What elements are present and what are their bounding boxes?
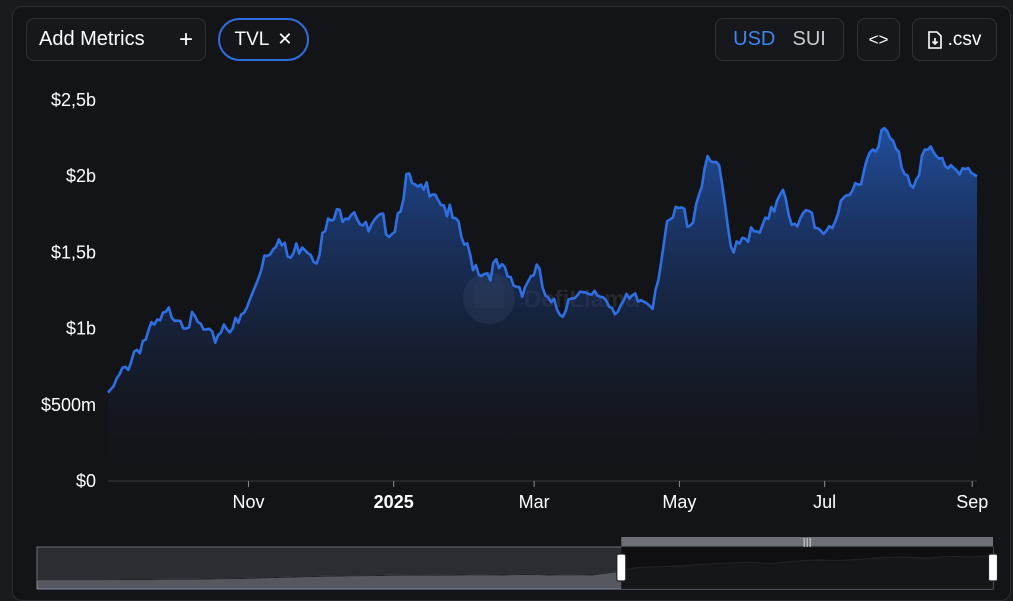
overview-selection[interactable]	[621, 547, 993, 589]
download-csv-button[interactable]: .csv	[912, 18, 997, 61]
x-tick-label: Nov	[232, 492, 264, 512]
tvl-line	[107, 126, 978, 394]
tvl-metric-chip[interactable]: TVL ✕	[218, 18, 309, 61]
y-tick-label: $1,5b	[51, 242, 96, 262]
x-tick-label: Sep	[956, 492, 988, 512]
add-metrics-label: Add Metrics	[39, 28, 145, 50]
x-axis: Nov 2025 Mar May Jul Sep	[108, 480, 988, 512]
currency-sui-option[interactable]: SUI	[792, 28, 826, 50]
overview-line	[37, 555, 994, 581]
close-icon[interactable]: ✕	[277, 29, 293, 49]
range-selector[interactable]: |||	[36, 537, 999, 590]
tvl-area	[108, 128, 977, 481]
y-tick-label: $500m	[41, 395, 96, 415]
tvl-chip-label: TVL	[234, 28, 270, 50]
x-tick-label: 2025	[374, 492, 414, 512]
selection-drag-bar[interactable]	[621, 537, 993, 546]
plus-icon: +	[178, 25, 193, 53]
range-handle-right[interactable]	[987, 553, 999, 582]
y-tick-label: $1b	[66, 319, 96, 339]
tvl-series	[107, 126, 978, 481]
add-metrics-button[interactable]: Add Metrics +	[26, 18, 206, 61]
currency-usd-option[interactable]: USD	[733, 28, 776, 50]
y-tick-label: $0	[76, 471, 96, 491]
y-axis: $0 $500m $1b $1,5b $2b $2,5b	[41, 90, 96, 491]
x-tick-label: May	[662, 492, 696, 512]
embed-button[interactable]: <>	[857, 18, 900, 61]
code-icon: <>	[868, 29, 889, 49]
csv-label: .csv	[947, 28, 982, 50]
y-tick-label: $2b	[66, 166, 96, 186]
currency-toggle: USD SUI	[715, 18, 844, 61]
y-tick-label: $2,5b	[51, 90, 96, 110]
range-handle-left[interactable]	[616, 553, 627, 582]
download-file-icon	[927, 30, 942, 49]
x-tick-label: Mar	[519, 492, 550, 512]
grip-icon: |||	[803, 538, 812, 548]
x-tick-label: Jul	[813, 492, 836, 512]
